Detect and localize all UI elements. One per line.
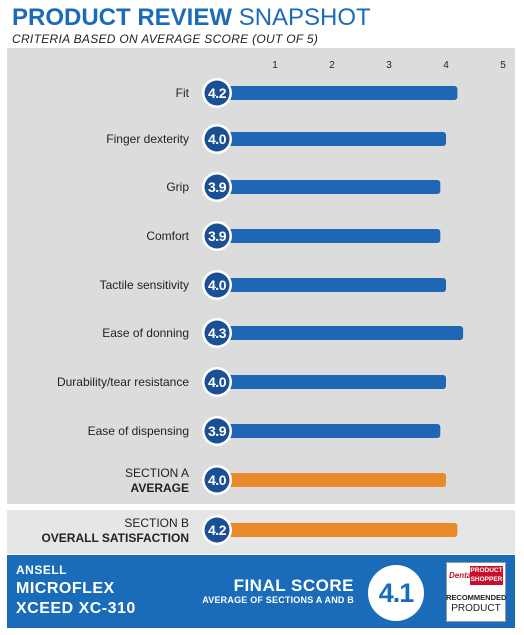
title-bold: PRODUCT REVIEW bbox=[12, 4, 233, 31]
score-value-label: 4.0 bbox=[208, 131, 227, 147]
score-circle bbox=[204, 80, 230, 106]
chart-subtitle: CRITERIA BASED ON AVERAGE SCORE (OUT OF … bbox=[12, 32, 319, 46]
category-label: Ease of dispensing bbox=[88, 424, 189, 438]
section-label-line1: SECTION B bbox=[124, 516, 189, 530]
score-circle bbox=[204, 223, 230, 249]
score-bar bbox=[217, 375, 446, 389]
final-score-subtitle: AVERAGE OF SECTIONS A AND B bbox=[202, 595, 354, 605]
final-score-value: 4.1 bbox=[368, 565, 424, 621]
score-bar bbox=[217, 473, 446, 487]
x-tick-label: 3 bbox=[386, 60, 392, 71]
final-score-label: FINAL SCORE bbox=[233, 576, 354, 595]
category-label: Comfort bbox=[146, 229, 189, 243]
score-bar bbox=[217, 86, 458, 100]
score-circle bbox=[204, 272, 230, 298]
score-value-label: 4.2 bbox=[208, 522, 227, 538]
score-circle bbox=[204, 418, 230, 444]
dental-product-shopper-logo: Dental PRODUCT SHOPPER bbox=[449, 566, 503, 586]
page-title: PRODUCT REVIEW SNAPSHOT bbox=[12, 4, 371, 32]
score-circle bbox=[204, 126, 230, 152]
score-circle bbox=[204, 369, 230, 395]
x-tick-label: 2 bbox=[329, 60, 335, 71]
logo-product-text: PRODUCT bbox=[470, 567, 503, 574]
score-value-label: 3.9 bbox=[208, 179, 227, 195]
product-name-line2: XCEED XC-310 bbox=[16, 600, 136, 617]
category-label: Durability/tear resistance bbox=[57, 375, 189, 389]
category-label: Grip bbox=[166, 180, 189, 194]
logo-red-block: PRODUCT SHOPPER bbox=[470, 566, 503, 585]
score-bar bbox=[217, 424, 441, 438]
score-bar bbox=[217, 229, 441, 243]
score-value-label: 4.3 bbox=[208, 325, 227, 341]
footer-bar bbox=[7, 555, 515, 628]
score-circle bbox=[204, 174, 230, 200]
section-label-line2: OVERALL SATISFACTION bbox=[41, 531, 189, 545]
logo-dental-text: Dental bbox=[449, 571, 474, 580]
score-value-label: 4.2 bbox=[208, 85, 227, 101]
score-circle bbox=[204, 467, 230, 493]
score-value-label: 3.9 bbox=[208, 423, 227, 439]
score-bar bbox=[217, 180, 441, 194]
score-value-label: 4.0 bbox=[208, 472, 227, 488]
product-name-line1: MICROFLEX bbox=[16, 580, 115, 597]
category-label: Finger dexterity bbox=[106, 132, 189, 146]
product-name: MICROFLEX XCEED XC-310 bbox=[16, 579, 206, 619]
x-tick-label: 5 bbox=[500, 60, 506, 71]
score-bar bbox=[217, 523, 458, 537]
title-light: SNAPSHOT bbox=[238, 4, 371, 31]
brand-name: ANSELL bbox=[16, 563, 67, 577]
category-label: Fit bbox=[176, 86, 190, 100]
score-bar bbox=[217, 326, 464, 340]
x-tick-label: 1 bbox=[272, 60, 278, 71]
section-label-line1: SECTION A bbox=[125, 466, 189, 480]
category-label: Tactile sensitivity bbox=[100, 278, 189, 292]
score-value-label: 4.0 bbox=[208, 277, 227, 293]
score-bar-chart: 1 2 3 4 5 Fit 4.2 Finger dexterity 4.0 Grip 3.9 Com… bbox=[41, 60, 506, 545]
score-circle bbox=[204, 320, 230, 346]
score-value-label: 4.0 bbox=[208, 374, 227, 390]
category-label: Ease of donning bbox=[102, 326, 189, 340]
section-label-line2: AVERAGE bbox=[131, 481, 189, 495]
score-bar bbox=[217, 132, 446, 146]
badge-product-text: PRODUCT bbox=[451, 603, 501, 614]
score-bar bbox=[217, 278, 446, 292]
logo-shopper-text: SHOPPER bbox=[470, 576, 503, 583]
badge-recommended-text: RECOMMENDED bbox=[446, 593, 507, 602]
score-circle bbox=[204, 517, 230, 543]
x-tick-label: 4 bbox=[443, 60, 449, 71]
score-value-label: 3.9 bbox=[208, 228, 227, 244]
